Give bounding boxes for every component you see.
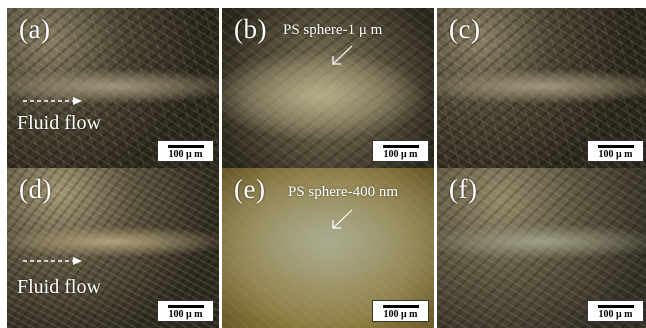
fluid-flow-label: Fluid flow (17, 112, 101, 134)
particle-annotation: PS sphere-400 nm (288, 184, 398, 200)
panel-label: (f) (449, 174, 478, 204)
panel-label: (c) (449, 14, 481, 44)
scale-bar: 100 μ m (587, 140, 644, 162)
panel-c: (c) 100 μ m (437, 8, 646, 168)
scale-bar: 100 μ m (372, 300, 429, 322)
panel-label: (b) (234, 14, 267, 44)
panel-label: (a) (19, 14, 51, 44)
scale-bar-label: 100 μ m (383, 149, 418, 160)
panel-b: (b) PS sphere-1 μ m 100 μ m (222, 8, 434, 168)
particle-annotation: PS sphere-1 μ m (283, 22, 383, 38)
scale-bar-label: 100 μ m (168, 149, 203, 160)
panel-a: (a) Fluid flow 100 μ m (7, 8, 219, 168)
panel-d: (d) Fluid flow 100 μ m (7, 168, 219, 328)
scale-bar-label: 100 μ m (383, 309, 418, 320)
annotation-arrow-icon (332, 45, 353, 65)
scale-bar: 100 μ m (372, 140, 429, 162)
scale-bar-label: 100 μ m (598, 309, 633, 320)
panel-f: (f) 100 μ m (437, 168, 646, 328)
fluid-flow-label: Fluid flow (17, 276, 101, 298)
scale-bar: 100 μ m (157, 140, 214, 162)
scale-bar-label: 100 μ m (168, 309, 203, 320)
panel-label: (e) (234, 174, 266, 204)
scale-bar-label: 100 μ m (598, 149, 633, 160)
panel-e: (e) PS sphere-400 nm 100 μ m (222, 168, 434, 328)
scale-bar: 100 μ m (157, 300, 214, 322)
flow-arrow-icon (23, 257, 82, 265)
annotation-arrow-icon (332, 209, 353, 229)
flow-arrow-icon (23, 97, 82, 105)
panel-label: (d) (19, 174, 52, 204)
scale-bar: 100 μ m (587, 300, 644, 322)
